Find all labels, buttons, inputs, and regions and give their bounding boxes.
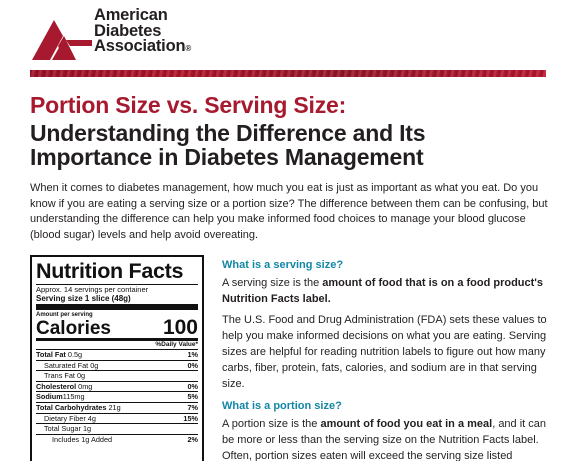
nutrient-label: Cholesterol (36, 381, 77, 391)
serving-size-label: Serving size (36, 294, 83, 303)
nutrient-amount: 1g Added (81, 434, 113, 444)
ada-wordmark: American Diabetes Association® (94, 6, 192, 57)
nutrition-facts-label: Nutrition Facts Approx. 14 servings per … (30, 255, 204, 461)
serving-size-heading: What is a serving size? (222, 259, 344, 271)
nutrient-pct: 15% (183, 413, 198, 423)
portion-definition-rest: , and it can be more or less than the se… (222, 418, 547, 461)
nutrient-amount: 1g (82, 424, 92, 434)
ada-wordmark-line1: American (94, 6, 168, 24)
calories-label: Calories (36, 318, 111, 339)
nutrient-amount: 115mg (62, 392, 85, 402)
nutrient-label: Trans Fat (44, 371, 75, 381)
ada-wordmark-line2: Diabetes (94, 21, 162, 40)
calories-row: Calories 100 (36, 316, 198, 339)
nutrient-pct: 0% (187, 360, 198, 370)
nutrient-amount: 0mg (78, 381, 93, 391)
nutrient-amount: 0.5g (67, 350, 83, 359)
nutrient-row: Sodium115mg 5% (36, 391, 198, 402)
portion-size-definition: A portion size is the amount of food you… (222, 416, 552, 461)
serving-size-row: Serving size 1 slice (48g) (36, 294, 198, 304)
nutrient-label: Dietary Fiber (44, 413, 86, 423)
portion-size-heading: What is a portion size? (222, 400, 342, 412)
nutrient-amount: 21g (108, 402, 121, 412)
nutrient-pct: 2% (187, 434, 198, 444)
nutrient-row: Saturated Fat 0g 0% (36, 359, 198, 371)
title-black-line: Understanding the Difference and Its Imp… (30, 120, 426, 170)
right-column: What is a serving size? A serving size i… (222, 258, 552, 461)
portion-definition-bold: amount of food you eat in a meal (320, 418, 493, 430)
decorative-red-band (30, 70, 546, 77)
nutrient-label: Includes (52, 434, 80, 444)
ada-triangle-logo-icon (32, 20, 92, 60)
registered-mark: ® (185, 44, 192, 53)
ada-wordmark-line3: Association (94, 37, 186, 55)
nutrient-row: Trans Fat 0g (36, 370, 198, 381)
nutrient-amount: 4g (87, 413, 96, 423)
nutrient-row: Total Carbohydrates 21g 7% (36, 401, 198, 413)
servings-per-container: Approx. 14 servings per container (36, 285, 149, 294)
nutrient-row: Total Sugar 1g (36, 423, 198, 434)
nutrient-pct: 1% (187, 350, 198, 359)
serving-size-definition: A serving size is the amount of food tha… (222, 275, 552, 307)
title-red-line: Portion Size vs. Serving Size: (30, 92, 347, 118)
nutrient-row: Includes 1g Added 2% (36, 433, 198, 445)
nutrient-label: Total Carbohydrates (36, 402, 107, 412)
serving-definition-text: A serving size is the (222, 277, 323, 289)
nutrition-facts-title: Nutrition Facts (36, 259, 184, 283)
nutrient-label: Saturated Fat (44, 360, 89, 370)
nutrient-pct: 0% (187, 381, 198, 391)
nutrient-pct: 5% (187, 392, 198, 402)
nutrient-label: Sodium (36, 392, 63, 402)
nutrient-label: Total Sugar (44, 424, 81, 434)
intro-paragraph: When it comes to diabetes management, ho… (30, 182, 548, 241)
nutrient-pct: 7% (187, 402, 198, 412)
portion-definition-text: A portion size is the (222, 418, 321, 430)
serving-size-explanation: The U.S. Food and Drug Administration (F… (222, 314, 547, 390)
serving-definition-bold: amount of food that is on a food product… (222, 277, 544, 305)
nutrient-row: Dietary Fiber 4g 15% (36, 412, 198, 424)
amount-per-serving: Amount per serving (36, 312, 93, 318)
daily-value-header: %Daily Value* (155, 341, 198, 348)
nutrient-row: Cholesterol 0mg 0% (36, 380, 198, 392)
nutrient-label: Total Fat (36, 350, 66, 359)
nutrient-row: Total Fat 0.5g 1% (36, 349, 198, 360)
calories-value: 100 (162, 316, 198, 339)
ada-logo: American Diabetes Association® (30, 6, 220, 60)
nutrient-amount: 0g (76, 371, 86, 381)
serving-size-value: 1 slice (48g) (84, 294, 131, 303)
nutrient-amount: 0g (90, 360, 99, 370)
